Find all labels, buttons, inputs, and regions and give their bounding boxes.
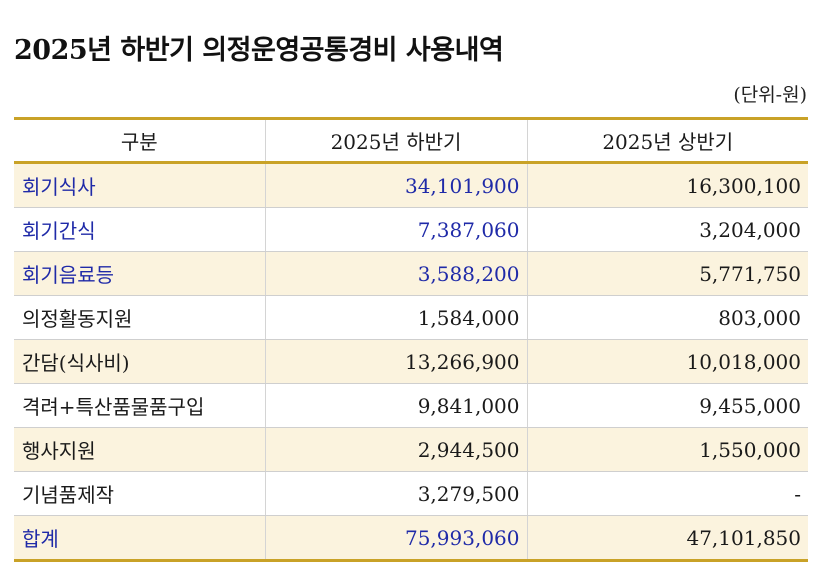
row-second-half-value: 1,584,000 — [264, 295, 527, 340]
row-second-half-value: 7,387,060 — [264, 207, 527, 252]
row-first-half-value: 5,771,750 — [526, 251, 808, 296]
table-row: 간담(식사비) 13,266,900 10,018,000 — [14, 339, 808, 384]
table-row: 격려+특산품물품구입 9,841,000 9,455,000 — [14, 383, 808, 428]
row-category: 행사지원 — [14, 427, 265, 472]
header-second-half-2025: 2025년 하반기 — [264, 117, 527, 164]
row-second-half-value: 9,841,000 — [264, 383, 527, 428]
total-first-half-value: 47,101,850 — [526, 515, 808, 562]
table-total-row: 합계 75,993,060 47,101,850 — [14, 515, 808, 562]
row-category: 회기간식 — [14, 207, 265, 252]
total-second-half-value: 75,993,060 — [264, 515, 527, 562]
row-second-half-value: 2,944,500 — [264, 427, 527, 472]
row-first-half-value: 3,204,000 — [526, 207, 808, 252]
row-first-half-value: 9,455,000 — [526, 383, 808, 428]
table-row: 의정활동지원 1,584,000 803,000 — [14, 295, 808, 340]
page-title: 2025년 하반기 의정운영공통경비 사용내역 — [14, 35, 504, 66]
row-category: 격려+특산품물품구입 — [14, 383, 265, 428]
header-first-half-2025: 2025년 상반기 — [526, 117, 808, 164]
row-category: 회기음료등 — [14, 251, 265, 296]
row-category: 회기식사 — [14, 162, 265, 208]
total-label: 합계 — [14, 515, 265, 562]
row-first-half-value: - — [526, 471, 808, 516]
row-first-half-value: 803,000 — [526, 295, 808, 340]
table-row: 행사지원 2,944,500 1,550,000 — [14, 427, 808, 472]
unit-label: (단위-원) — [733, 84, 807, 106]
table-row: 회기음료등 3,588,200 5,771,750 — [14, 251, 808, 296]
row-category: 기념품제작 — [14, 471, 265, 516]
header-category: 구분 — [14, 117, 265, 164]
row-second-half-value: 34,101,900 — [264, 162, 527, 208]
table-row: 회기간식 7,387,060 3,204,000 — [14, 207, 808, 252]
row-second-half-value: 3,588,200 — [264, 251, 527, 296]
table-header-row: 구분 2025년 하반기 2025년 상반기 — [14, 117, 808, 164]
table-row: 기념품제작 3,279,500 - — [14, 471, 808, 516]
row-second-half-value: 13,266,900 — [264, 339, 527, 384]
row-first-half-value: 1,550,000 — [526, 427, 808, 472]
row-first-half-value: 10,018,000 — [526, 339, 808, 384]
row-second-half-value: 3,279,500 — [264, 471, 527, 516]
row-first-half-value: 16,300,100 — [526, 162, 808, 208]
expense-table: 구분 2025년 하반기 2025년 상반기 회기식사 34,101,900 1… — [14, 117, 808, 562]
row-category: 간담(식사비) — [14, 339, 265, 384]
row-category: 의정활동지원 — [14, 295, 265, 340]
table-row: 회기식사 34,101,900 16,300,100 — [14, 162, 808, 208]
